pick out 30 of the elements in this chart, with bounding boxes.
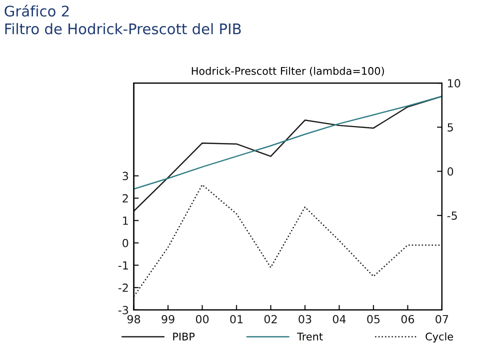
line-series bbox=[134, 184, 442, 298]
x-tick-label: 07 bbox=[436, 314, 448, 324]
y-tick-label: -3 bbox=[118, 306, 128, 314]
line-series bbox=[134, 96, 442, 212]
x-tick-label: 98 bbox=[127, 314, 140, 324]
x-tick-label: 05 bbox=[367, 314, 380, 324]
line-series bbox=[134, 96, 442, 190]
x-tick-label: 00 bbox=[196, 314, 209, 324]
x-tick-label: 04 bbox=[332, 314, 346, 324]
y2-tick-label: 0 bbox=[448, 167, 454, 176]
y-tick-label: 0 bbox=[122, 238, 128, 248]
legend-label: PIBP bbox=[173, 332, 195, 340]
y-tick-label: 3 bbox=[122, 172, 128, 180]
text: Gráfico 2 bbox=[4, 4, 69, 17]
chart-title: Hodrick-Prescott Filter (lambda=100) bbox=[192, 66, 384, 76]
y-tick-label: -1 bbox=[118, 261, 128, 270]
x-tick-label: 01 bbox=[230, 314, 243, 324]
x-tick-label: 99 bbox=[162, 314, 174, 324]
legend-label: Cycle bbox=[426, 332, 454, 343]
y2-tick-label: 10 bbox=[448, 79, 460, 88]
y2-tick-label: 5 bbox=[448, 123, 453, 132]
x-tick-label: 03 bbox=[298, 314, 312, 324]
legend-label: Trent bbox=[297, 332, 323, 340]
y-tick-label: -2 bbox=[118, 284, 128, 292]
y-tick-label: 1 bbox=[123, 216, 128, 225]
y-tick-label: 2 bbox=[122, 194, 128, 202]
y2-tick-label: -5 bbox=[447, 212, 457, 220]
x-tick-label: 06 bbox=[401, 314, 414, 324]
x-tick-label: 02 bbox=[264, 314, 277, 324]
text: Filtro de Hodrick-Prescott del PIB bbox=[5, 23, 241, 34]
